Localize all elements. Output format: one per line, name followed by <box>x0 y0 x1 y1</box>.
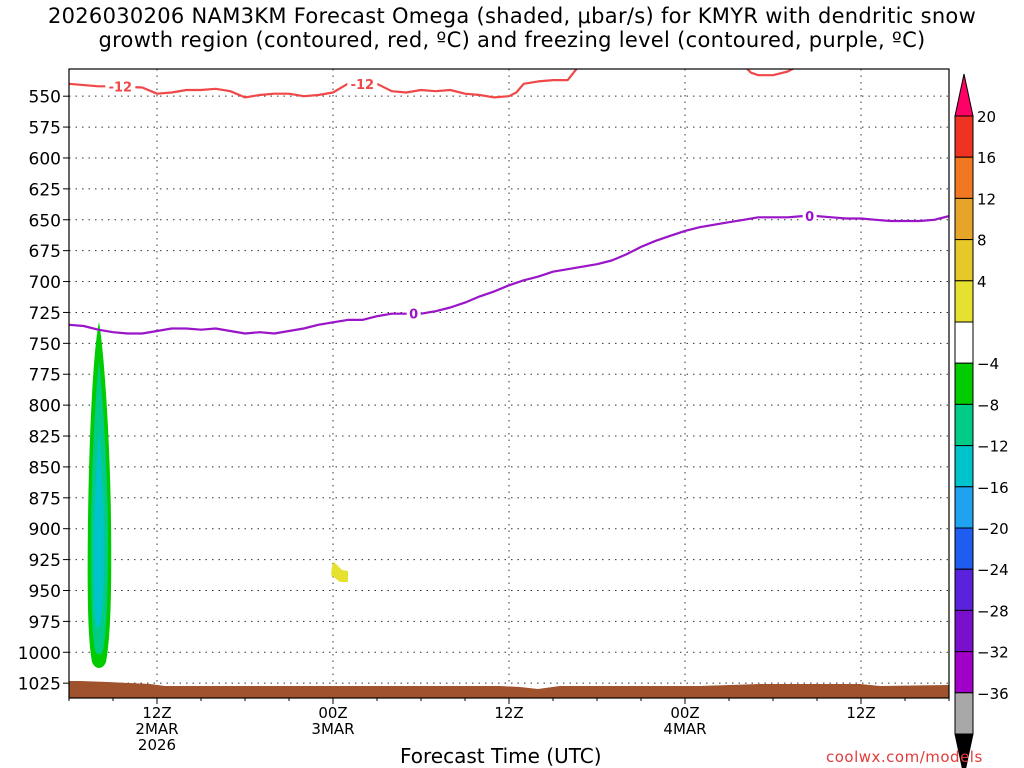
contour-lines: -12 -12 0 0 <box>69 69 949 335</box>
colorbar-label: −4 <box>977 355 999 373</box>
omega-positive-blob <box>331 562 348 582</box>
colorbar-bottom-arrow <box>954 733 974 768</box>
colorbar-cell <box>954 651 974 694</box>
chart-title-line-2: growth region (contoured, red, ºC) and f… <box>98 28 926 52</box>
plot-frame <box>68 68 950 699</box>
chart-title-line-1: 2026030206 NAM3KM Forecast Omega (shaded… <box>47 4 977 28</box>
colorbar-label: 8 <box>977 232 987 250</box>
y-tick-label: 625 <box>29 180 61 200</box>
colorbar-label: 12 <box>977 190 996 208</box>
colorbar-cell <box>954 568 974 611</box>
colorbar-label: 20 <box>977 108 996 126</box>
y-tick-label: 900 <box>29 520 61 540</box>
colorbar-label: −36 <box>977 685 1009 703</box>
y-tick-label: 750 <box>29 335 61 355</box>
y-tick-label: 550 <box>29 88 61 108</box>
y-tick-label: 725 <box>29 304 61 324</box>
colorbar-cell <box>954 156 974 199</box>
y-tick-label: 975 <box>29 613 61 633</box>
x-tick-label: 2MAR <box>135 720 178 738</box>
contour-line <box>69 215 949 335</box>
colorbar-cell <box>954 692 974 735</box>
colorbar-cell <box>954 362 974 405</box>
y-tick-label: 675 <box>29 242 61 262</box>
colorbar-cell <box>954 486 974 529</box>
contour-label: -12 <box>109 81 133 96</box>
colorbar-cell <box>954 445 974 488</box>
y-tick-label: 600 <box>29 149 61 169</box>
contour-label-bg <box>802 208 817 225</box>
y-tick-label: 925 <box>29 551 61 571</box>
colorbar-cell <box>954 280 974 323</box>
contour-label-bg <box>347 75 378 92</box>
colorbar-cell <box>954 321 974 364</box>
y-tick-label: 700 <box>29 273 61 293</box>
x-axis-title: Forecast Time (UTC) <box>400 744 602 768</box>
y-tick-label: 1025 <box>18 675 61 695</box>
colorbar: 20 16 12 8 4 −4 −8 −12 −16 −20 −24 −28 −32 −36 <box>954 73 1009 768</box>
colorbar-cell <box>954 527 974 570</box>
y-tick-label: 775 <box>29 366 61 386</box>
colorbar-cell <box>954 197 974 241</box>
x-tick-label: 2026 <box>138 736 176 754</box>
omega-shading <box>87 322 348 668</box>
y-axis: 550 575 600 625 650 675 700 725 750 775 800 825 850 8… <box>18 88 69 695</box>
x-tick-label: 00Z <box>670 704 699 722</box>
colorbar-label: 4 <box>977 273 987 291</box>
chart-title: 2026030206 NAM3KM Forecast Omega (shaded… <box>0 4 1024 52</box>
colorbar-label: −16 <box>977 479 1009 497</box>
y-tick-label: 650 <box>29 211 61 231</box>
y-tick-label: 950 <box>29 582 61 602</box>
contour-line <box>745 69 796 77</box>
colorbar-label: 16 <box>977 149 996 167</box>
colorbar-cell <box>954 609 974 653</box>
grid-lines <box>69 69 949 698</box>
x-tick-label: 3MAR <box>311 720 354 738</box>
x-tick-label: 00Z <box>318 704 347 722</box>
contour-label: -12 <box>351 78 375 93</box>
colorbar-cell <box>954 115 974 158</box>
terrain-surface <box>69 681 949 698</box>
x-tick-label: 4MAR <box>663 720 706 738</box>
contour-label-bg <box>406 305 421 322</box>
x-tick-label: 12Z <box>494 704 523 722</box>
y-tick-label: 825 <box>29 428 61 448</box>
colorbar-cell <box>954 403 974 447</box>
y-tick-label: 800 <box>29 397 61 417</box>
x-tick-label: 12Z <box>846 704 875 722</box>
colorbar-label: −20 <box>977 520 1009 538</box>
colorbar-label: −24 <box>977 561 1009 579</box>
y-tick-label: 575 <box>29 119 61 139</box>
contour-label: 0 <box>805 210 814 225</box>
colorbar-label: −28 <box>977 602 1009 620</box>
colorbar-top-arrow <box>954 73 974 117</box>
contour-line <box>69 69 578 99</box>
y-tick-label: 875 <box>29 489 61 509</box>
source-credit: coolwx.com/models <box>826 748 983 766</box>
contour-label: 0 <box>409 308 418 323</box>
colorbar-label: −12 <box>977 438 1009 456</box>
y-tick-label: 850 <box>29 458 61 478</box>
colorbar-cell <box>954 239 974 282</box>
x-tick-label: 12Z <box>142 704 171 722</box>
contour-label-bg <box>105 78 136 95</box>
terrain-fill <box>69 681 949 698</box>
omega-plume-inner <box>94 430 104 628</box>
colorbar-label: −8 <box>977 396 999 414</box>
y-tick-label: 1000 <box>18 644 61 664</box>
colorbar-label: −32 <box>977 644 1009 662</box>
